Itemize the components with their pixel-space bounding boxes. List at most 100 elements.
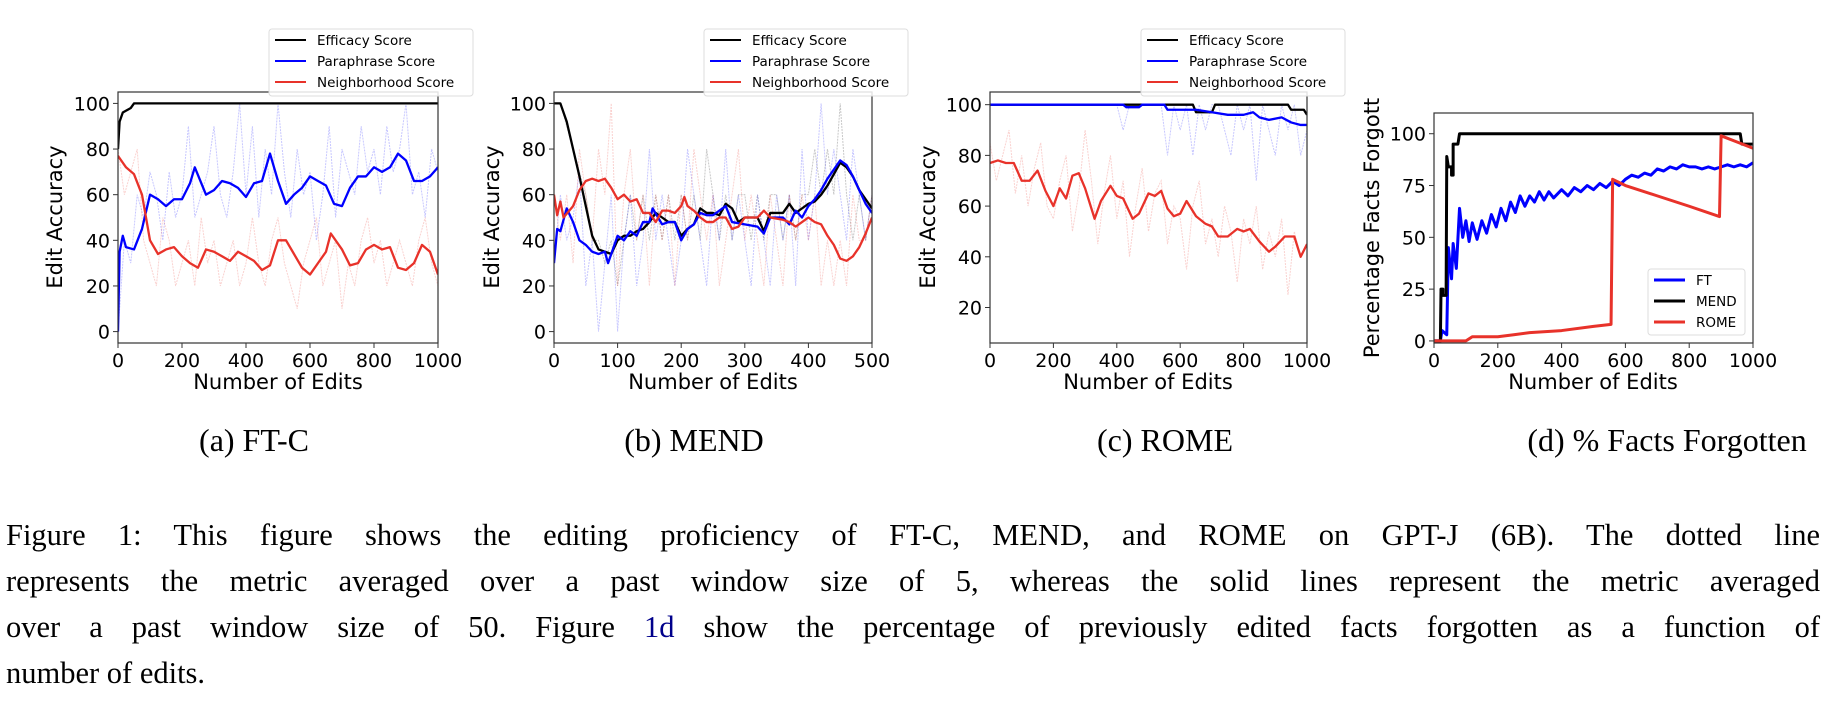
xlabel-b: Number of Edits [628, 370, 798, 394]
x-tick-label: 0 [984, 350, 996, 372]
y-tick-label: 60 [522, 185, 546, 207]
legend-label: Neighborhood Score [317, 75, 454, 91]
x-tick-label: 400 [228, 350, 264, 372]
y-tick-label: 60 [86, 185, 110, 207]
ylabel-a: Edit Accuracy [43, 145, 67, 288]
y-tick-label: 40 [522, 230, 546, 252]
series-line-efficacy-score [118, 102, 438, 150]
legend-label: Paraphrase Score [752, 54, 870, 70]
plot-area-c [990, 103, 1307, 295]
y-tick-label: 40 [86, 230, 110, 252]
x-tick-label: 200 [1480, 350, 1516, 372]
caption-line: represents the metric averaged over a pa… [6, 564, 1820, 598]
y-tick-label: 75 [1402, 176, 1426, 198]
axes-frame-d [1433, 112, 1754, 344]
x-tick-label: 1000 [1283, 350, 1331, 372]
series-line-paraphrase-score [554, 159, 872, 265]
y-tick-label: 20 [86, 276, 110, 298]
x-tick-label: 800 [1671, 350, 1707, 372]
legend-d [1647, 268, 1746, 336]
series-line-mend [1434, 132, 1753, 343]
legend-label: Efficacy Score [752, 33, 847, 49]
caption-line: number of edits. [6, 656, 206, 690]
y-tick-label: 80 [958, 145, 982, 167]
y-tick-label: 25 [1402, 279, 1426, 301]
x-tick-label: 800 [356, 350, 392, 372]
legend-c [1140, 28, 1346, 97]
y-tick-label: 60 [958, 196, 982, 218]
y-tick-label: 100 [510, 93, 546, 115]
ylabel-d: Percentage Facts Forgott [1360, 98, 1384, 358]
series-line-neighborhood-score [554, 177, 872, 263]
legend-label: Neighborhood Score [1189, 75, 1326, 91]
x-tick-label: 200 [663, 350, 699, 372]
x-tick-label: 400 [1543, 350, 1579, 372]
figure-caption: Figure 1: This figure shows the editing … [6, 512, 1820, 696]
legend-label: ROME [1696, 315, 1736, 331]
y-tick-label: 0 [98, 322, 110, 344]
y-tick-label: 100 [946, 95, 982, 117]
legend-label: MEND [1696, 294, 1737, 310]
series-line-ft [1434, 161, 1753, 343]
series-line-rome [1434, 134, 1753, 343]
legend-label: Paraphrase Score [317, 54, 435, 70]
x-tick-label: 400 [1099, 350, 1135, 372]
subcaption-c: (c) ROME [1097, 422, 1233, 458]
x-tick-label: 0 [548, 350, 560, 372]
caption-line: Figure 1: This figure shows the editing … [6, 518, 1820, 552]
caption-text: over a past window size of 50. Figure [6, 610, 644, 644]
subcaption-d: (d) % Facts Forgotten [1527, 422, 1807, 458]
x-tick-label: 200 [1035, 350, 1071, 372]
raw-line-efficacy-score [554, 102, 872, 287]
legend-label: Efficacy Score [317, 33, 412, 49]
x-tick-label: 0 [112, 350, 124, 372]
raw-line-neighborhood-score [990, 129, 1307, 295]
y-tick-label: 100 [1390, 124, 1426, 146]
x-tick-label: 100 [599, 350, 635, 372]
y-tick-label: 80 [522, 139, 546, 161]
series-line-neighborhood-score [990, 159, 1307, 258]
legend-b [703, 28, 909, 97]
caption-line: over a past window size of 50. Figure 1d… [6, 604, 1820, 650]
legend-label: Efficacy Score [1189, 33, 1284, 49]
x-tick-label: 1000 [414, 350, 462, 372]
y-tick-label: 50 [1402, 227, 1426, 249]
subcaption-a: (a) FT-C [199, 422, 309, 458]
axes-frame-b [553, 91, 873, 344]
series-line-paraphrase-score [990, 103, 1307, 127]
xlabel-a: Number of Edits [193, 370, 363, 394]
figure-1d-link[interactable]: 1d [643, 610, 675, 644]
xlabel-c: Number of Edits [1063, 370, 1233, 394]
y-tick-label: 0 [1414, 331, 1426, 353]
x-tick-label: 500 [854, 350, 890, 372]
y-tick-label: 0 [534, 322, 546, 344]
y-tick-label: 100 [74, 93, 110, 115]
plot-area-b [554, 102, 872, 332]
caption-text: show the percentage of previously edited… [674, 610, 1820, 644]
x-tick-label: 400 [790, 350, 826, 372]
plot-area-d [1434, 132, 1753, 343]
x-tick-label: 300 [727, 350, 763, 372]
y-tick-label: 20 [958, 298, 982, 320]
x-tick-label: 200 [164, 350, 200, 372]
subcaption-b: (b) MEND [624, 422, 764, 458]
x-tick-label: 600 [1607, 350, 1643, 372]
series-line-neighborhood-score [118, 155, 438, 276]
x-tick-label: 1000 [1729, 350, 1777, 372]
series-line-efficacy-score [990, 103, 1307, 116]
legend-label: FT [1696, 273, 1713, 289]
x-tick-label: 600 [1162, 350, 1198, 372]
legend-a [268, 28, 474, 97]
ylabel-b: Edit Accuracy [480, 145, 504, 288]
series-line-paraphrase-score [118, 152, 438, 332]
plot-area-a [118, 102, 438, 332]
raw-line-neighborhood-score [554, 103, 872, 287]
y-tick-label: 80 [86, 139, 110, 161]
x-tick-label: 600 [292, 350, 328, 372]
ylabel-c: Edit Accuracy [916, 145, 940, 288]
x-tick-label: 0 [1428, 350, 1440, 372]
x-tick-label: 800 [1225, 350, 1261, 372]
legend-label: Neighborhood Score [752, 75, 889, 91]
raw-line-paraphrase-score [554, 103, 872, 332]
